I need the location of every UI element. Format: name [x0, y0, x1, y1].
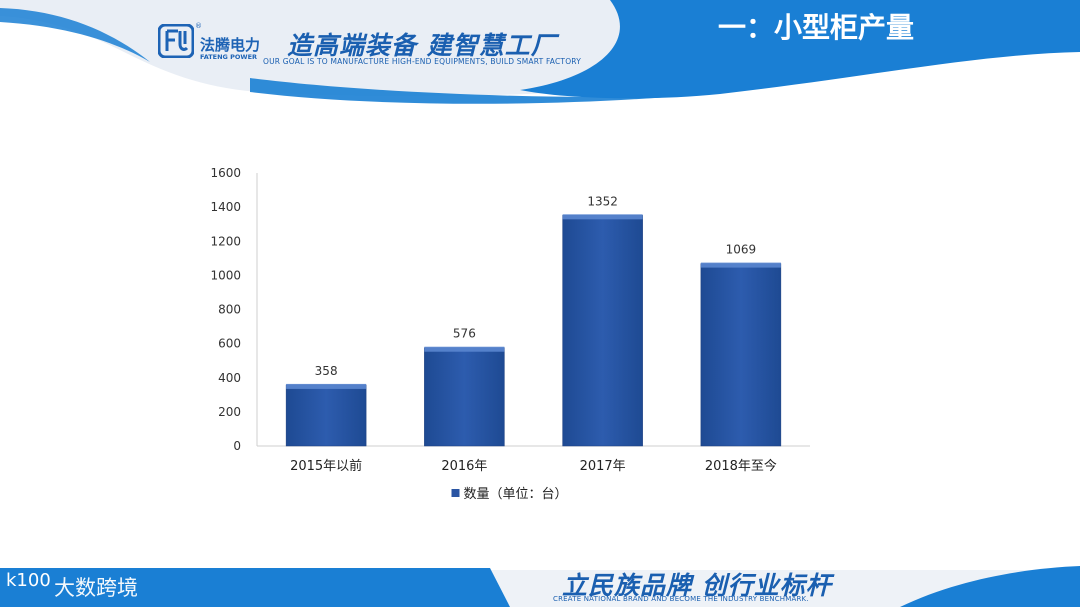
footer-slogan: 立民族品牌 创行业标杆: [562, 571, 832, 600]
bar-top-highlight: [286, 383, 367, 389]
company-name: 法腾电力: [200, 36, 261, 54]
bar: [700, 263, 782, 447]
bar-top-highlight: [562, 214, 643, 220]
header-tagline: OUR GOAL IS TO MANUFACTURE HIGH-END EQUI…: [263, 57, 582, 66]
header-banner: [0, 0, 1080, 104]
bar: [285, 384, 367, 447]
y-tick-label: 1600: [210, 166, 241, 180]
bar-data-label: 1352: [587, 194, 618, 208]
x-tick-label: 2018年至今: [705, 458, 777, 474]
y-tick-label: 1200: [210, 234, 241, 248]
bar: [562, 215, 643, 447]
bar-data-label: 576: [453, 327, 476, 341]
watermark-text: 大数跨境: [54, 576, 138, 600]
y-tick-label: 600: [218, 337, 241, 351]
bar-data-label: 1069: [726, 243, 757, 257]
header-slogan: 造高端装备 建智慧工厂: [287, 31, 557, 60]
legend-swatch: [451, 489, 460, 497]
footer-banner: [0, 566, 1080, 607]
y-tick-label: 800: [218, 303, 241, 317]
bar-top-highlight: [700, 262, 781, 268]
y-tick-label: 400: [218, 371, 241, 385]
company-name-en: FATENG POWER: [200, 53, 258, 61]
x-tick-label: 2016年: [441, 459, 487, 474]
watermark-logo-icon: k100: [6, 570, 51, 591]
footer-tagline: CREATE NATIONAL BRAND AND BECOME THE IND…: [553, 595, 809, 603]
x-tick-label: 2015年以前: [290, 458, 362, 474]
registered-mark: ®: [195, 22, 202, 30]
legend-label: 数量（单位：台）: [464, 487, 568, 502]
bar-data-label: 358: [315, 364, 338, 378]
y-tick-label: 1400: [210, 200, 241, 214]
bar-top-highlight: [424, 346, 505, 352]
fateng-logo-icon: [158, 24, 194, 58]
page-title: 一：小型柜产量: [718, 11, 915, 44]
x-tick-label: 2017年: [580, 459, 626, 474]
y-tick-label: 200: [218, 405, 241, 419]
bar: [424, 347, 505, 447]
y-tick-label: 0: [233, 439, 241, 453]
y-tick-label: 1000: [210, 268, 241, 282]
